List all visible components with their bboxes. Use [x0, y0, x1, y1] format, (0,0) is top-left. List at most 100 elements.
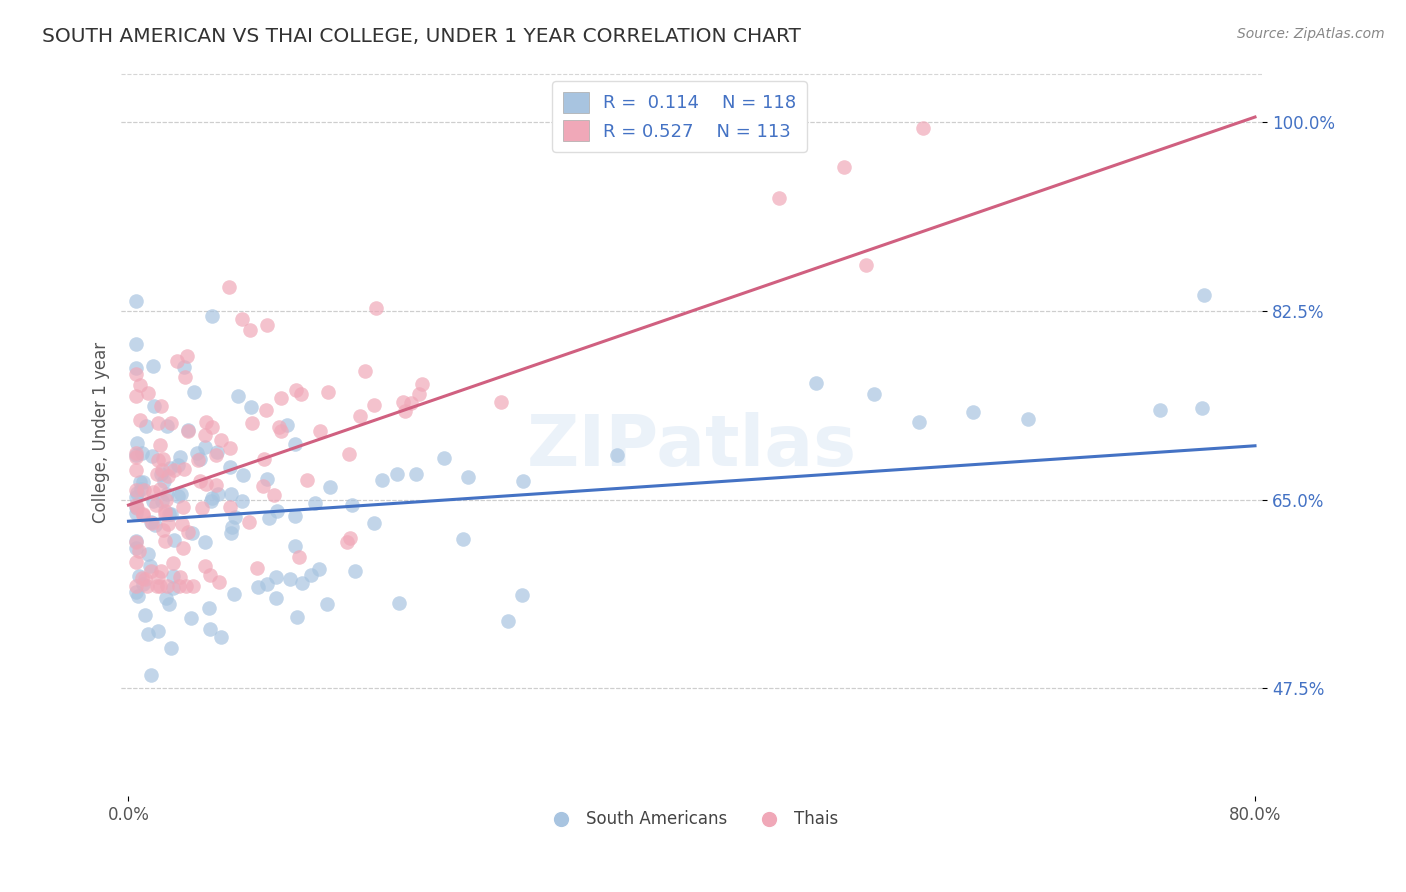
Point	[138, 558, 160, 573]
Point	[146, 452, 169, 467]
Point	[174, 579, 197, 593]
Point	[855, 258, 877, 272]
Point	[218, 500, 240, 514]
Point	[132, 483, 155, 498]
Point	[155, 493, 177, 508]
Point	[453, 533, 475, 547]
Point	[201, 310, 224, 324]
Point	[176, 349, 198, 363]
Point	[489, 394, 512, 409]
Point	[135, 419, 157, 434]
Point	[162, 463, 184, 477]
Point	[142, 493, 165, 508]
Point	[124, 490, 146, 504]
Point	[162, 556, 184, 570]
Point	[221, 520, 243, 534]
Point	[188, 475, 211, 489]
Point	[125, 293, 148, 308]
Point	[205, 444, 228, 458]
Point	[146, 416, 169, 430]
Point	[152, 523, 174, 537]
Point	[134, 607, 156, 622]
Point	[124, 389, 146, 403]
Point	[1149, 403, 1171, 417]
Point	[218, 280, 240, 294]
Point	[153, 474, 176, 488]
Point	[806, 376, 828, 391]
Point	[392, 395, 415, 409]
Point	[291, 576, 314, 591]
Point	[247, 580, 270, 594]
Point	[394, 404, 416, 418]
Point	[278, 572, 301, 586]
Point	[141, 515, 163, 529]
Point	[1017, 412, 1039, 426]
Point	[201, 491, 224, 506]
Point	[363, 516, 385, 530]
Point	[401, 396, 423, 410]
Point	[270, 391, 292, 405]
Point	[284, 436, 307, 450]
Point	[316, 385, 339, 400]
Point	[149, 467, 172, 481]
Point	[162, 581, 184, 595]
Point	[124, 450, 146, 464]
Point	[155, 508, 177, 522]
Point	[156, 468, 179, 483]
Point	[160, 507, 183, 521]
Point	[768, 191, 790, 205]
Point	[433, 450, 456, 465]
Point	[146, 467, 169, 482]
Point	[132, 507, 155, 521]
Point	[221, 526, 243, 541]
Point	[128, 568, 150, 582]
Point	[337, 447, 360, 461]
Point	[299, 568, 322, 582]
Point	[411, 376, 433, 391]
Point	[180, 611, 202, 625]
Point	[183, 384, 205, 399]
Point	[194, 428, 217, 442]
Point	[124, 483, 146, 497]
Point	[269, 419, 291, 434]
Point	[238, 515, 260, 529]
Point	[205, 477, 228, 491]
Point	[124, 463, 146, 477]
Point	[139, 564, 162, 578]
Y-axis label: College, Under 1 year: College, Under 1 year	[93, 342, 110, 523]
Point	[124, 541, 146, 556]
Point	[150, 493, 173, 508]
Point	[295, 473, 318, 487]
Point	[145, 518, 167, 533]
Legend: South Americans, Thais: South Americans, Thais	[538, 804, 845, 835]
Point	[127, 486, 149, 500]
Point	[385, 467, 408, 482]
Point	[157, 507, 180, 521]
Point	[181, 525, 204, 540]
Point	[148, 570, 170, 584]
Point	[150, 564, 173, 578]
Point	[224, 509, 246, 524]
Point	[131, 571, 153, 585]
Point	[253, 452, 276, 467]
Point	[354, 364, 377, 378]
Point	[191, 501, 214, 516]
Point	[284, 509, 307, 524]
Text: ZIPatlas: ZIPatlas	[527, 412, 856, 482]
Point	[222, 587, 245, 601]
Point	[194, 440, 217, 454]
Point	[363, 398, 385, 412]
Point	[606, 448, 628, 462]
Point	[1191, 401, 1213, 415]
Point	[167, 579, 190, 593]
Point	[124, 533, 146, 548]
Point	[127, 501, 149, 516]
Point	[371, 473, 394, 487]
Point	[173, 462, 195, 476]
Point	[136, 627, 159, 641]
Point	[169, 450, 191, 464]
Point	[124, 535, 146, 549]
Point	[131, 482, 153, 496]
Point	[132, 508, 155, 523]
Point	[153, 533, 176, 548]
